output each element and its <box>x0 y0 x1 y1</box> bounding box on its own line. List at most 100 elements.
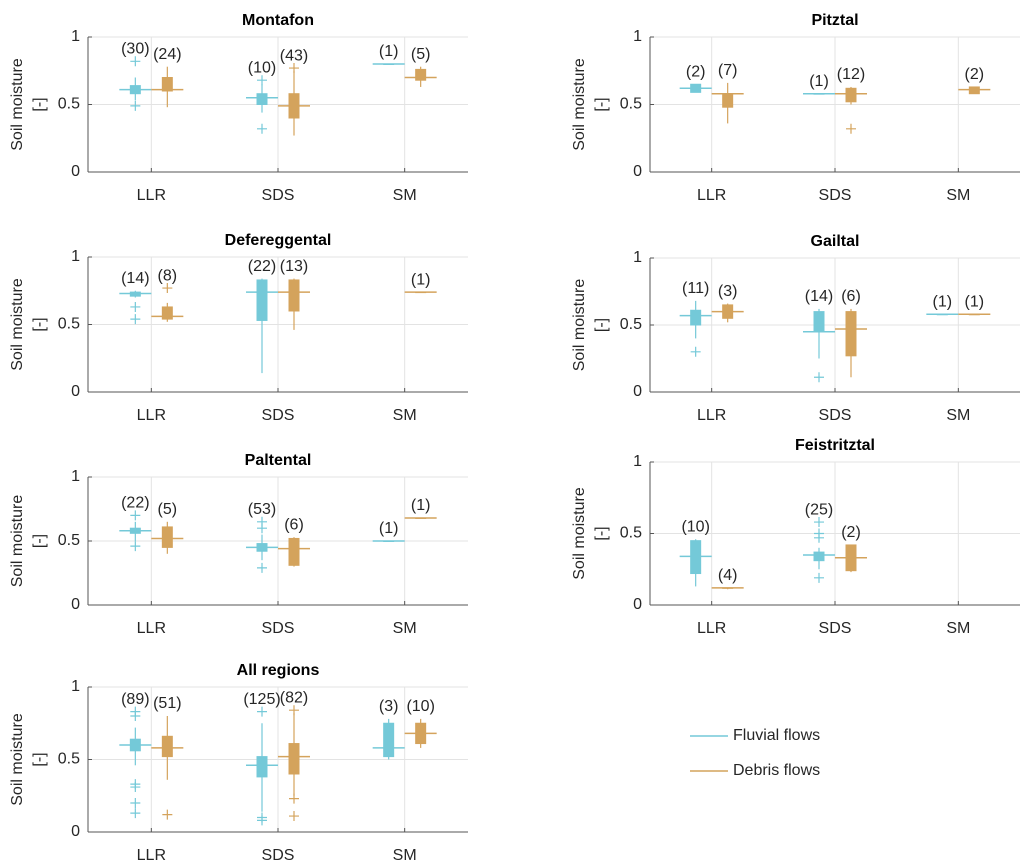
y-tick-label: 1 <box>71 468 80 485</box>
outlier <box>846 123 856 134</box>
x-tick-label: LLR <box>697 187 726 204</box>
outlier <box>130 100 141 111</box>
count-label: (13) <box>280 258 308 275</box>
count-label: (1) <box>411 271 431 288</box>
count-label: (2) <box>965 66 985 83</box>
count-label: (82) <box>280 689 308 706</box>
count-label: (25) <box>805 501 833 518</box>
count-label: (2) <box>841 524 861 541</box>
chart-title: Feistritztal <box>795 437 875 454</box>
y-axis-label: Soil moisture <box>9 58 26 151</box>
outlier <box>814 572 824 583</box>
y-axis-label: [-] <box>593 526 610 540</box>
outlier <box>257 123 267 134</box>
outlier <box>257 75 267 86</box>
count-label: (30) <box>121 41 149 58</box>
count-label: (12) <box>837 66 865 83</box>
count-label: (1) <box>809 73 829 90</box>
y-tick-label: 0 <box>633 383 642 400</box>
y-axis-label: Soil moisture <box>9 278 26 371</box>
outlier <box>130 808 141 819</box>
y-tick-label: 1 <box>71 248 80 265</box>
count-label: (14) <box>805 288 833 305</box>
outlier <box>814 372 824 383</box>
box <box>288 279 300 312</box>
count-label: (22) <box>121 495 149 512</box>
legend-label: Fluvial flows <box>733 727 820 744</box>
y-tick-label: 1 <box>71 678 80 695</box>
box <box>161 77 173 92</box>
box <box>161 735 173 758</box>
box <box>813 311 825 333</box>
panel: 0 0.5 1 Paltental Soil moisture [-] LLR SDS SM (2… <box>9 452 468 637</box>
y-tick-label: 0.5 <box>58 532 80 549</box>
x-tick-label: SDS <box>819 620 852 637</box>
count-label: (5) <box>411 46 431 63</box>
count-label: (125) <box>243 691 280 708</box>
outlier <box>130 706 141 717</box>
x-tick-label: SM <box>393 847 417 864</box>
y-tick-label: 0.5 <box>58 96 80 113</box>
box <box>722 93 734 108</box>
count-label: (11) <box>682 280 709 297</box>
outlier <box>130 510 141 521</box>
chart-title: Gailtal <box>811 233 860 250</box>
box <box>845 87 857 103</box>
outlier <box>130 301 141 312</box>
y-tick-label: 0 <box>633 163 642 180</box>
x-tick-label: SM <box>393 407 417 424</box>
x-tick-label: SM <box>946 407 970 424</box>
x-tick-label: LLR <box>697 407 726 424</box>
outlier <box>130 56 141 67</box>
count-label: (1) <box>411 497 431 514</box>
count-label: (8) <box>158 267 178 284</box>
y-axis-label: Soil moisture <box>571 487 588 580</box>
legend: Fluvial flows Debris flows <box>690 727 820 779</box>
outlier <box>130 779 141 790</box>
box <box>813 551 825 562</box>
x-tick-label: SDS <box>819 407 852 424</box>
outlier <box>289 811 299 822</box>
y-tick-label: 1 <box>633 28 642 45</box>
y-axis-label: [-] <box>31 752 48 766</box>
box <box>161 526 173 548</box>
count-label: (22) <box>248 258 276 275</box>
count-label: (10) <box>248 59 276 76</box>
count-label: (1) <box>965 293 985 310</box>
outlier <box>130 541 141 552</box>
y-tick-label: 1 <box>633 249 642 266</box>
count-label: (1) <box>379 43 399 60</box>
count-label: (89) <box>121 691 149 708</box>
y-tick-label: 1 <box>71 28 80 45</box>
x-tick-label: SDS <box>262 187 295 204</box>
x-tick-label: SM <box>393 620 417 637</box>
y-axis-label: Soil moisture <box>9 495 26 588</box>
outlier <box>814 528 824 539</box>
panel: 0 0.5 1 Defereggental Soil moisture [-] LLR SDS… <box>9 232 468 424</box>
y-tick-label: 0.5 <box>620 525 642 542</box>
count-label: (14) <box>121 270 149 287</box>
x-tick-label: SDS <box>262 407 295 424</box>
y-axis-label: [-] <box>31 317 48 331</box>
y-tick-label: 0 <box>633 596 642 613</box>
panel: 0 0.5 1 Pitztal Soil moisture [-] LLR SDS SM (2) (… <box>571 12 1020 204</box>
box <box>256 279 268 321</box>
count-label: (1) <box>379 520 399 537</box>
x-tick-label: SDS <box>262 847 295 864</box>
outlier <box>162 809 173 820</box>
y-axis-label: [-] <box>31 97 48 111</box>
y-axis-label: Soil moisture <box>571 58 588 151</box>
chart-title: All regions <box>237 662 320 679</box>
outlier <box>814 517 824 528</box>
count-label: (2) <box>686 63 706 80</box>
x-tick-label: SM <box>946 620 970 637</box>
box <box>415 68 427 81</box>
x-tick-label: SDS <box>262 620 295 637</box>
chart-title: Montafon <box>242 12 314 29</box>
panel: 0 0.5 1 All regions Soil moisture [-] LLR SDS SM… <box>9 662 468 864</box>
box <box>161 306 173 320</box>
count-label: (51) <box>153 695 181 712</box>
box <box>288 537 300 566</box>
box <box>845 311 857 357</box>
